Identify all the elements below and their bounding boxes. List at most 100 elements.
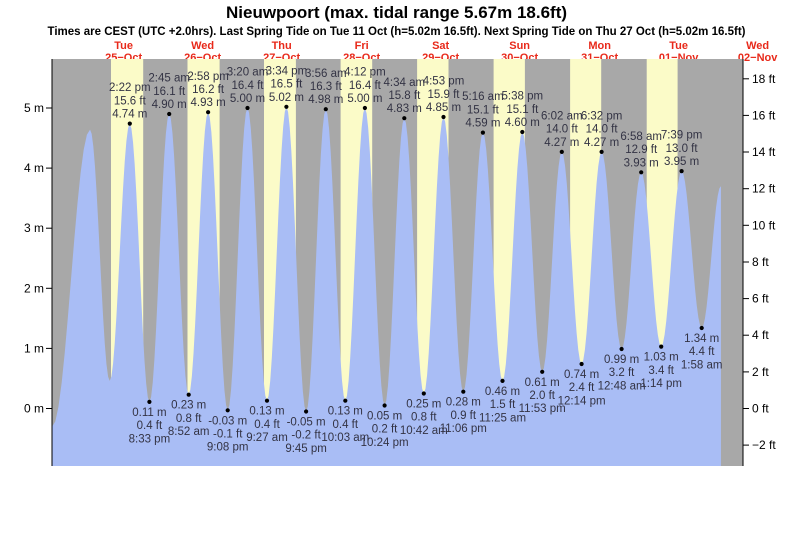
svg-text:5.02 m: 5.02 m — [269, 92, 304, 104]
svg-text:3:56 am: 3:56 am — [305, 68, 347, 80]
svg-text:1.03 m: 1.03 m — [644, 352, 679, 364]
svg-text:6 ft: 6 ft — [752, 292, 769, 306]
svg-text:16.1 ft: 16.1 ft — [153, 86, 186, 98]
svg-text:14 ft: 14 ft — [752, 145, 776, 159]
svg-text:3:34 pm: 3:34 pm — [266, 65, 308, 77]
svg-text:5:16 am: 5:16 am — [462, 91, 504, 103]
svg-text:0.8 ft: 0.8 ft — [176, 413, 202, 425]
svg-text:18 ft: 18 ft — [752, 72, 776, 86]
svg-text:2 m: 2 m — [24, 281, 44, 295]
svg-text:4.27 m: 4.27 m — [584, 137, 619, 149]
svg-text:0.8 ft: 0.8 ft — [411, 412, 437, 424]
svg-text:8:33 pm: 8:33 pm — [129, 433, 171, 445]
svg-text:4:12 pm: 4:12 pm — [344, 67, 386, 79]
svg-text:1:14 pm: 1:14 pm — [640, 378, 682, 390]
svg-text:16.5 ft: 16.5 ft — [270, 79, 303, 91]
svg-text:14.0 ft: 14.0 ft — [546, 124, 579, 136]
svg-text:4:53 pm: 4:53 pm — [423, 76, 465, 88]
svg-text:9:27 am: 9:27 am — [246, 432, 288, 444]
svg-text:4.60 m: 4.60 m — [505, 117, 540, 129]
svg-text:5.00 m: 5.00 m — [230, 93, 265, 105]
svg-text:0.4 ft: 0.4 ft — [137, 420, 163, 432]
svg-text:12:48 am: 12:48 am — [598, 380, 646, 392]
svg-text:5 m: 5 m — [24, 101, 44, 115]
svg-text:8:52 am: 8:52 am — [168, 426, 210, 438]
svg-text:15.9 ft: 15.9 ft — [428, 89, 461, 101]
svg-text:2:45 am: 2:45 am — [148, 73, 190, 85]
svg-text:8 ft: 8 ft — [752, 255, 769, 269]
svg-text:5.00 m: 5.00 m — [347, 93, 382, 105]
svg-text:0 ft: 0 ft — [752, 402, 769, 416]
svg-text:0.4 ft: 0.4 ft — [333, 419, 359, 431]
svg-text:2:58 pm: 2:58 pm — [187, 71, 229, 83]
svg-text:0.2 ft: 0.2 ft — [372, 424, 398, 436]
svg-text:0.4 ft: 0.4 ft — [254, 419, 280, 431]
svg-text:4.74 m: 4.74 m — [112, 109, 147, 121]
svg-text:2:22 pm: 2:22 pm — [109, 82, 151, 94]
svg-text:-0.03 m: -0.03 m — [208, 415, 247, 427]
svg-text:4.4 ft: 4.4 ft — [689, 346, 715, 358]
svg-text:4 ft: 4 ft — [752, 328, 769, 342]
svg-text:3.93 m: 3.93 m — [624, 157, 659, 169]
svg-text:16.4 ft: 16.4 ft — [349, 80, 382, 92]
svg-text:9:45 pm: 9:45 pm — [285, 443, 327, 455]
svg-text:0 m: 0 m — [24, 402, 44, 416]
svg-text:4.98 m: 4.98 m — [308, 94, 343, 106]
svg-text:12:14 pm: 12:14 pm — [558, 395, 606, 407]
svg-text:0.13 m: 0.13 m — [249, 406, 284, 418]
svg-text:4:34 am: 4:34 am — [384, 77, 426, 89]
svg-text:0.61 m: 0.61 m — [525, 377, 560, 389]
svg-text:6:58 am: 6:58 am — [620, 131, 662, 143]
svg-text:3.2 ft: 3.2 ft — [609, 367, 635, 379]
svg-text:-0.2 ft: -0.2 ft — [291, 430, 321, 442]
svg-text:14.0 ft: 14.0 ft — [586, 124, 619, 136]
svg-text:1.5 ft: 1.5 ft — [490, 399, 516, 411]
svg-text:4 m: 4 m — [24, 161, 44, 175]
svg-text:0.74 m: 0.74 m — [564, 369, 599, 381]
svg-text:4.27 m: 4.27 m — [544, 137, 579, 149]
svg-text:13.0 ft: 13.0 ft — [666, 143, 699, 155]
svg-text:0.46 m: 0.46 m — [485, 386, 520, 398]
svg-text:7:39 pm: 7:39 pm — [661, 130, 703, 142]
svg-text:0.23 m: 0.23 m — [171, 400, 206, 412]
svg-text:11:06 pm: 11:06 pm — [440, 423, 487, 435]
svg-text:15.6 ft: 15.6 ft — [114, 95, 147, 107]
svg-text:12 ft: 12 ft — [752, 182, 776, 196]
svg-text:15.1 ft: 15.1 ft — [506, 104, 539, 116]
svg-text:0.05 m: 0.05 m — [367, 411, 402, 423]
svg-text:2.4 ft: 2.4 ft — [569, 382, 595, 394]
svg-text:10:24 pm: 10:24 pm — [361, 437, 409, 449]
svg-text:6:32 pm: 6:32 pm — [581, 111, 623, 123]
svg-text:3:20 am: 3:20 am — [227, 67, 269, 79]
svg-text:2.0 ft: 2.0 ft — [529, 390, 555, 402]
svg-text:0.99 m: 0.99 m — [604, 354, 639, 366]
svg-text:4.59 m: 4.59 m — [465, 118, 500, 130]
svg-text:15.1 ft: 15.1 ft — [467, 104, 500, 116]
svg-text:16.3 ft: 16.3 ft — [310, 81, 343, 93]
svg-text:4.90 m: 4.90 m — [152, 99, 187, 111]
svg-text:9:08 pm: 9:08 pm — [207, 442, 249, 454]
svg-text:16 ft: 16 ft — [752, 108, 776, 122]
svg-text:16.2 ft: 16.2 ft — [192, 84, 225, 96]
svg-text:0.25 m: 0.25 m — [406, 399, 441, 411]
svg-text:16.4 ft: 16.4 ft — [232, 80, 265, 92]
svg-text:4.85 m: 4.85 m — [426, 102, 461, 114]
svg-text:3.95 m: 3.95 m — [664, 156, 699, 168]
svg-text:12.9 ft: 12.9 ft — [625, 144, 658, 156]
svg-text:3 m: 3 m — [24, 221, 44, 235]
svg-text:0.28 m: 0.28 m — [446, 397, 481, 409]
svg-text:0.13 m: 0.13 m — [328, 406, 363, 418]
svg-text:1:58 am: 1:58 am — [681, 359, 723, 371]
svg-text:4.83 m: 4.83 m — [387, 103, 422, 115]
svg-text:10 ft: 10 ft — [752, 218, 776, 232]
svg-text:4.93 m: 4.93 m — [191, 97, 226, 109]
svg-text:-0.05 m: -0.05 m — [287, 417, 326, 429]
svg-text:5:38 pm: 5:38 pm — [502, 91, 544, 103]
svg-text:-0.1 ft: -0.1 ft — [213, 429, 243, 441]
svg-text:1.34 m: 1.34 m — [684, 333, 719, 345]
svg-text:2 ft: 2 ft — [752, 365, 769, 379]
svg-text:0.11 m: 0.11 m — [132, 407, 166, 419]
svg-text:6:02 am: 6:02 am — [541, 111, 583, 123]
svg-text:1 m: 1 m — [24, 341, 44, 355]
svg-text:15.8 ft: 15.8 ft — [388, 90, 421, 102]
